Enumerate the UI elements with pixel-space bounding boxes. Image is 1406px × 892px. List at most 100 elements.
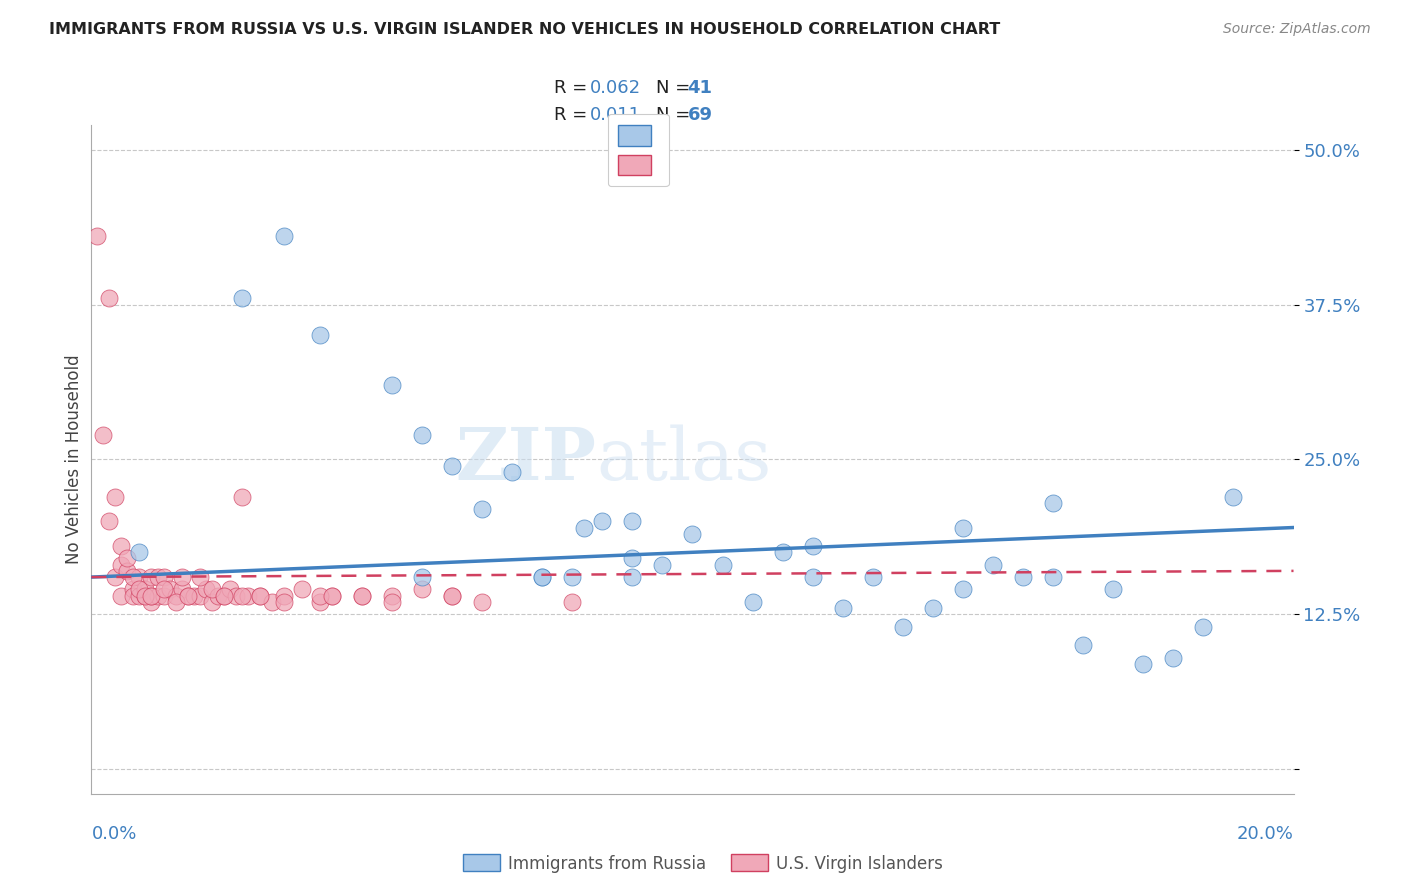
Point xyxy=(122,582,145,597)
Point xyxy=(176,589,198,603)
Point xyxy=(134,589,156,603)
Point xyxy=(128,545,150,559)
Point xyxy=(831,601,853,615)
Point xyxy=(117,564,139,578)
Point xyxy=(574,520,596,534)
Point xyxy=(117,551,139,566)
Point xyxy=(152,570,174,584)
Legend: , : , xyxy=(607,114,669,186)
Point xyxy=(212,589,235,603)
Point xyxy=(561,570,583,584)
Point xyxy=(273,229,295,244)
Point xyxy=(141,570,163,584)
Point xyxy=(201,582,224,597)
Point xyxy=(273,589,295,603)
Point xyxy=(411,582,433,597)
Point xyxy=(122,570,145,584)
Point xyxy=(1071,638,1094,652)
Text: atlas: atlas xyxy=(596,424,772,495)
Point xyxy=(1161,650,1184,665)
Point xyxy=(141,589,163,603)
Point xyxy=(411,570,433,584)
Point xyxy=(440,589,463,603)
Text: N =: N = xyxy=(657,79,696,97)
Text: Source: ZipAtlas.com: Source: ZipAtlas.com xyxy=(1223,22,1371,37)
Point xyxy=(146,589,169,603)
Point xyxy=(440,458,463,473)
Point xyxy=(104,490,127,504)
Point xyxy=(350,589,373,603)
Point xyxy=(122,589,145,603)
Point xyxy=(176,589,198,603)
Y-axis label: No Vehicles in Household: No Vehicles in Household xyxy=(65,354,83,565)
Point xyxy=(741,595,763,609)
Point xyxy=(952,582,974,597)
Point xyxy=(128,582,150,597)
Point xyxy=(1102,582,1125,597)
Legend: Immigrants from Russia, U.S. Virgin Islanders: Immigrants from Russia, U.S. Virgin Isla… xyxy=(457,847,949,880)
Point xyxy=(165,589,187,603)
Text: 0.011: 0.011 xyxy=(591,106,641,124)
Point xyxy=(440,589,463,603)
Point xyxy=(621,570,644,584)
Point xyxy=(231,490,253,504)
Point xyxy=(471,595,494,609)
Text: ZIP: ZIP xyxy=(456,424,596,495)
Point xyxy=(212,589,235,603)
Point xyxy=(170,570,193,584)
Point xyxy=(1042,496,1064,510)
Point xyxy=(531,570,554,584)
Point xyxy=(981,558,1004,572)
Text: 41: 41 xyxy=(688,79,713,97)
Point xyxy=(1132,657,1154,671)
Point xyxy=(152,582,174,597)
Point xyxy=(207,589,229,603)
Point xyxy=(146,570,169,584)
Point xyxy=(141,589,163,603)
Point xyxy=(152,589,174,603)
Point xyxy=(110,589,132,603)
Point xyxy=(194,582,217,597)
Point xyxy=(711,558,734,572)
Point xyxy=(236,589,259,603)
Point xyxy=(128,570,150,584)
Point xyxy=(249,589,271,603)
Point xyxy=(381,378,404,392)
Point xyxy=(651,558,673,572)
Point xyxy=(231,291,253,305)
Point xyxy=(411,427,433,442)
Point xyxy=(772,545,794,559)
Point xyxy=(159,582,181,597)
Text: R =: R = xyxy=(554,79,593,97)
Point xyxy=(1192,619,1215,633)
Text: 20.0%: 20.0% xyxy=(1237,825,1294,843)
Point xyxy=(321,589,343,603)
Point xyxy=(231,589,253,603)
Point xyxy=(862,570,884,584)
Point xyxy=(188,589,211,603)
Point xyxy=(801,570,824,584)
Point xyxy=(531,570,554,584)
Point xyxy=(681,526,703,541)
Point xyxy=(110,539,132,553)
Point xyxy=(201,595,224,609)
Point xyxy=(86,229,108,244)
Point xyxy=(321,589,343,603)
Point xyxy=(260,595,283,609)
Text: 0.0%: 0.0% xyxy=(91,825,136,843)
Point xyxy=(104,570,127,584)
Point xyxy=(273,595,295,609)
Point xyxy=(165,595,187,609)
Point xyxy=(381,589,404,603)
Point xyxy=(801,539,824,553)
Point xyxy=(183,589,205,603)
Point xyxy=(1042,570,1064,584)
Point xyxy=(561,595,583,609)
Text: 0.062: 0.062 xyxy=(591,79,641,97)
Point xyxy=(621,514,644,528)
Point xyxy=(110,558,132,572)
Point xyxy=(381,595,404,609)
Point xyxy=(134,582,156,597)
Point xyxy=(225,589,247,603)
Point xyxy=(591,514,613,528)
